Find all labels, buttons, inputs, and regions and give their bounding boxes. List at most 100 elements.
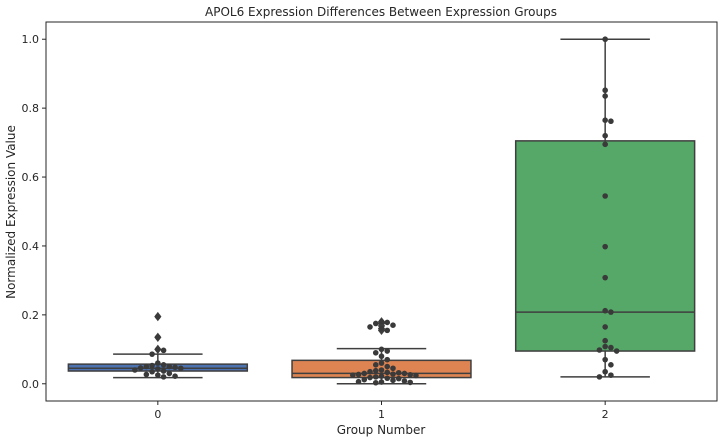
data-point	[155, 360, 161, 366]
data-point	[149, 362, 155, 369]
data-point	[608, 344, 614, 351]
data-point	[602, 307, 608, 314]
data-point	[602, 141, 608, 148]
data-point	[367, 368, 373, 375]
data-point	[384, 375, 391, 382]
data-point	[166, 363, 173, 370]
data-point	[384, 327, 391, 334]
y-tick-label: 0.6	[22, 171, 40, 184]
data-point	[390, 365, 396, 372]
data-point	[602, 87, 608, 94]
data-point	[401, 370, 408, 377]
data-point	[166, 370, 173, 377]
data-point	[137, 365, 144, 371]
data-point	[132, 367, 138, 373]
data-point	[602, 343, 608, 350]
box-group-1	[291, 317, 472, 386]
data-point	[372, 367, 379, 374]
y-tick-label: 0.8	[22, 102, 40, 115]
x-tick-label: 2	[602, 408, 609, 421]
data-point	[401, 378, 408, 384]
data-point	[602, 193, 608, 199]
data-point	[384, 363, 391, 370]
data-point	[361, 370, 368, 377]
data-point	[361, 376, 368, 383]
y-tick-label: 0.2	[22, 309, 40, 322]
data-point	[149, 368, 155, 375]
y-axis-label: Normalized Expression Value	[4, 125, 18, 299]
data-point	[395, 375, 402, 382]
data-point	[372, 349, 379, 356]
data-point	[372, 374, 379, 380]
x-axis-label: Group Number	[337, 423, 426, 437]
data-point	[602, 274, 608, 281]
data-point	[367, 374, 373, 381]
data-point	[384, 348, 391, 354]
data-point	[407, 379, 414, 386]
data-point	[608, 362, 614, 368]
data-point	[355, 371, 362, 378]
data-point	[384, 356, 391, 363]
chart-title: APOL6 Expression Differences Between Exp…	[205, 5, 557, 19]
data-point	[355, 378, 362, 385]
data-point	[378, 325, 385, 332]
data-point	[608, 372, 614, 378]
data-point	[155, 366, 161, 372]
data-point	[384, 369, 391, 376]
data-point	[172, 364, 178, 371]
box-group-0	[67, 311, 249, 380]
data-point	[613, 348, 620, 354]
data-point	[608, 118, 614, 125]
data-point	[395, 369, 402, 376]
data-point	[367, 324, 373, 330]
data-point	[596, 374, 603, 380]
data-point	[390, 371, 396, 377]
data-point	[155, 346, 161, 353]
data-point	[378, 360, 385, 366]
data-point	[143, 363, 150, 370]
data-point	[160, 374, 167, 380]
data-point	[602, 36, 608, 43]
y-tick-label: 0.0	[22, 378, 40, 391]
box-group-2	[514, 36, 696, 380]
data-point	[602, 337, 608, 344]
plot-area	[67, 36, 696, 386]
data-point	[407, 372, 414, 378]
data-point	[160, 368, 167, 374]
data-point	[350, 372, 356, 378]
data-point	[596, 347, 603, 353]
data-point	[602, 132, 608, 139]
data-point	[160, 362, 167, 368]
data-point	[155, 313, 161, 320]
data-point	[149, 351, 155, 357]
data-point	[372, 320, 379, 327]
data-point	[608, 309, 614, 315]
x-tick-label: 0	[154, 408, 161, 421]
data-point	[413, 372, 419, 379]
y-tick-label: 0.4	[22, 240, 40, 253]
data-point	[378, 379, 385, 385]
data-point	[384, 319, 391, 326]
data-point	[372, 379, 379, 386]
y-tick-label: 1.0	[22, 33, 40, 46]
data-point	[378, 367, 385, 373]
data-point	[155, 334, 161, 341]
data-point	[143, 371, 150, 378]
data-point	[378, 373, 385, 379]
data-point	[378, 346, 385, 353]
data-point	[372, 362, 379, 368]
data-point	[177, 365, 184, 372]
data-point	[390, 322, 396, 329]
data-point	[378, 318, 385, 325]
data-point	[602, 93, 608, 99]
x-tick-label: 1	[378, 408, 385, 421]
data-point	[155, 372, 161, 378]
data-point	[378, 353, 385, 360]
data-point	[602, 356, 608, 363]
data-point	[172, 373, 178, 379]
data-point	[602, 368, 608, 375]
data-point	[602, 117, 608, 123]
data-point	[390, 377, 396, 384]
data-point	[602, 243, 608, 250]
